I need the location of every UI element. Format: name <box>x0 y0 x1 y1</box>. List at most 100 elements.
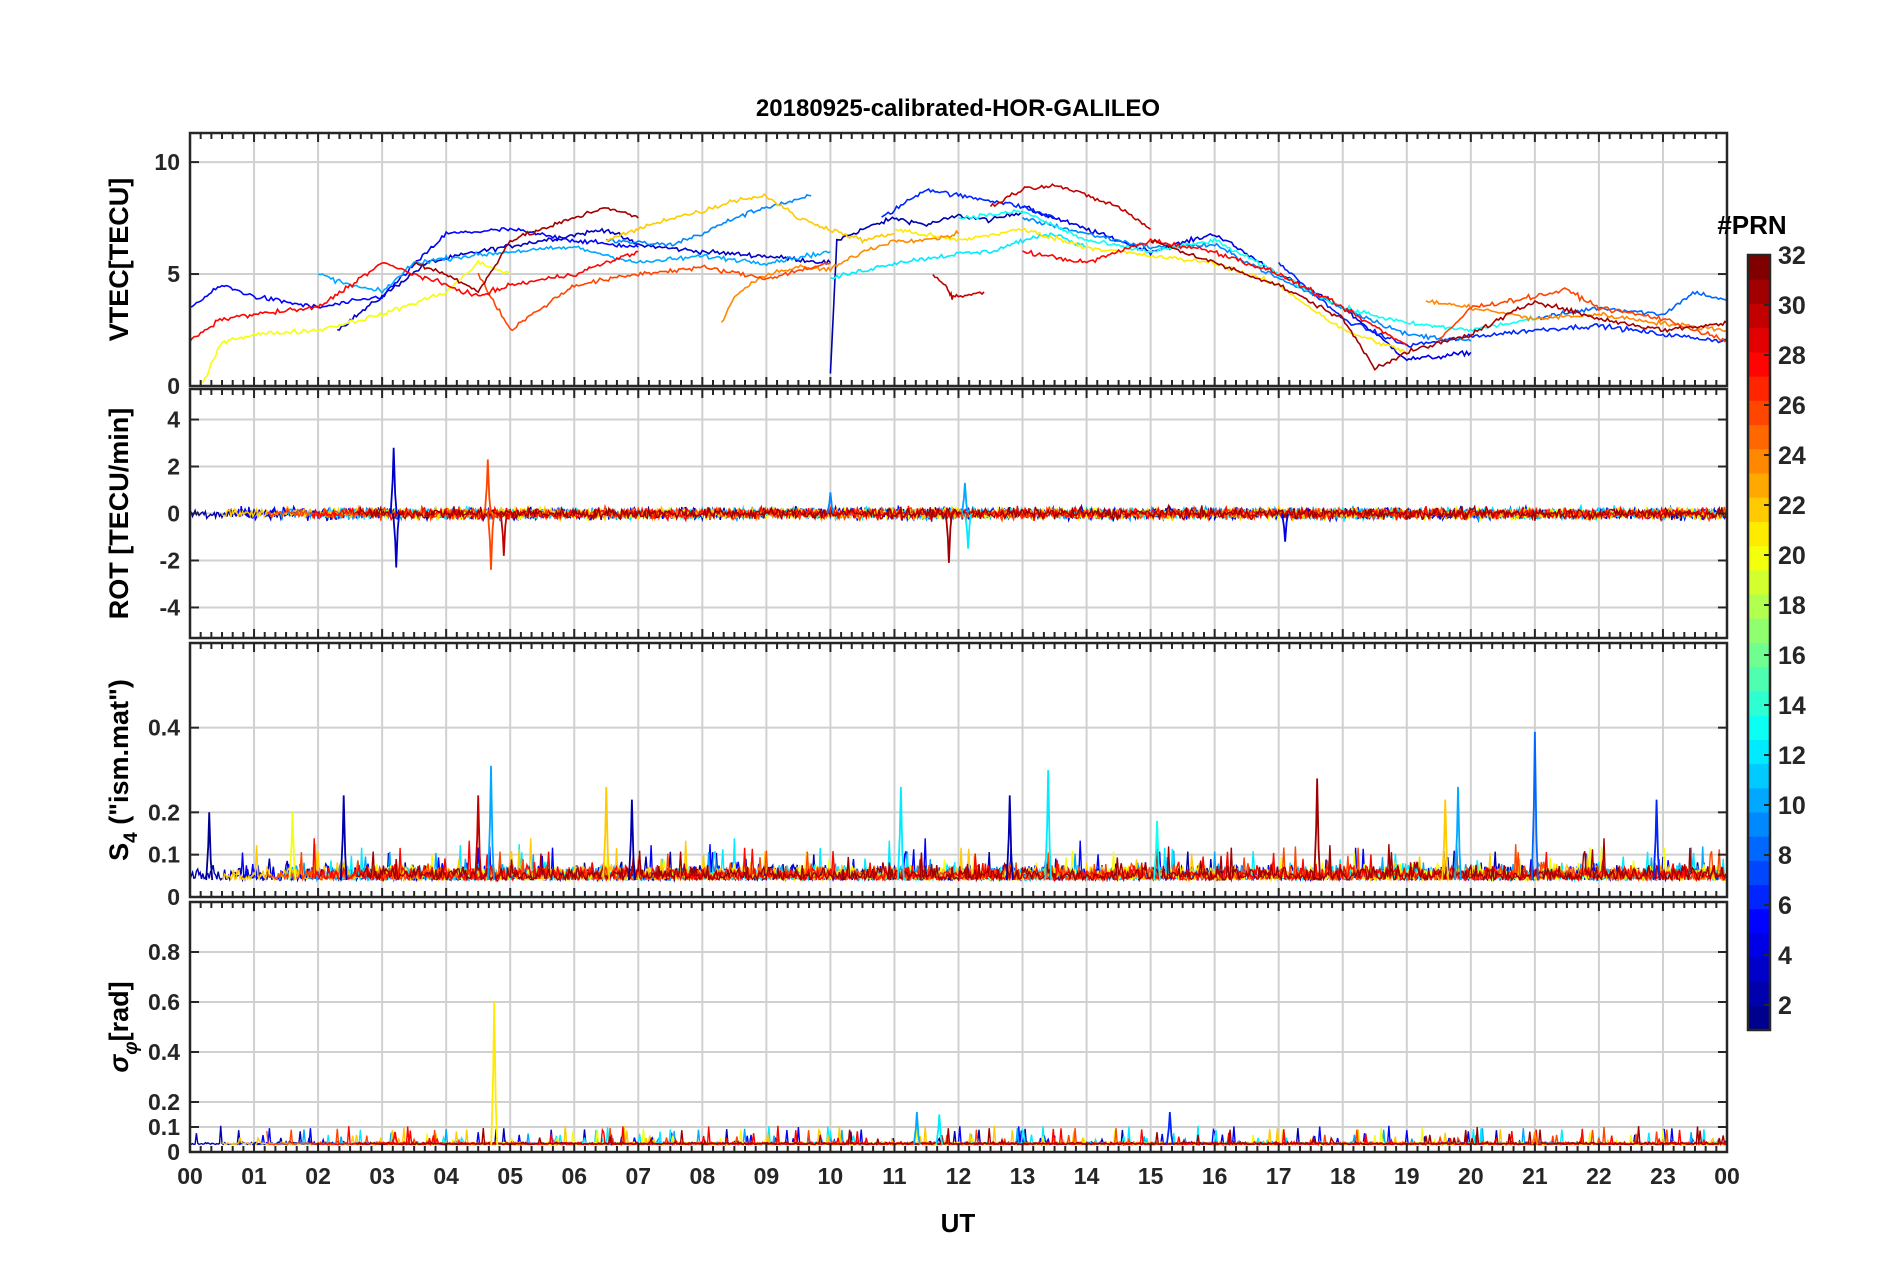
spike-prn-10 <box>912 1111 921 1145</box>
series-line-prn-5 <box>190 227 639 309</box>
x-ticks <box>189 902 1728 1152</box>
x-tick-label: 08 <box>690 1163 716 1189</box>
spike-prn-1 <box>205 812 214 881</box>
y-tick-label: 0.4 <box>148 1039 180 1065</box>
colorbar-swatch <box>1748 255 1770 280</box>
spike-prn-28 <box>391 1131 399 1145</box>
colorbar-swatch <box>1748 860 1770 886</box>
figure-title: 20180925-calibrated-HOR-GALILEO <box>756 95 1160 122</box>
panel-rot: -4 -2 0 2 4 ROT [TECU/min] <box>104 387 1729 640</box>
series-lines <box>190 447 1727 570</box>
series-line-prn-31 <box>1150 238 1727 371</box>
colorbar-swatch <box>1748 763 1770 789</box>
colorbar-swatch <box>1748 303 1770 329</box>
series-lines <box>190 731 1727 883</box>
spike-prn-3 <box>392 513 401 568</box>
colorbar-swatch <box>1748 279 1770 304</box>
colorbar-swatch <box>1748 448 1770 474</box>
colorbar-swatch <box>1748 545 1770 571</box>
colorbar-swatch <box>1748 957 1770 983</box>
x-tick-label: 01 <box>241 1163 267 1189</box>
spike-prn-8 <box>1530 731 1539 881</box>
colorbar-tick-label: 18 <box>1778 592 1806 620</box>
colorbar-tick-label: 14 <box>1778 692 1806 720</box>
y-tick-label: 0.1 <box>148 842 180 868</box>
series-line-prn-31 <box>356 838 1727 883</box>
x-tick-label: 14 <box>1074 1163 1100 1189</box>
x-ticks <box>189 389 1728 638</box>
colorbar-tick-label: 24 <box>1778 442 1806 470</box>
y-tick-label: 0 <box>167 1139 180 1165</box>
series-line-prn-13 <box>958 208 1536 333</box>
x-tick-label: 00 <box>177 1163 203 1189</box>
colorbar-tick-label: 26 <box>1778 392 1806 420</box>
colorbar-swatch <box>1748 739 1770 765</box>
x-tick-label: 13 <box>1010 1163 1036 1189</box>
spike-prn-12 <box>964 513 972 549</box>
panel-s4: 0 0.1 0.2 0.4S4 ("ism.mat") <box>104 641 1729 910</box>
series-line-prn-12 <box>830 232 1087 280</box>
y-axis-label-sigma_phi: σφ[rad] <box>104 981 142 1072</box>
y-tick-label: 0.8 <box>148 939 180 965</box>
spike-prn-9 <box>826 492 835 514</box>
x-tick-label: 02 <box>305 1163 331 1189</box>
y-tick-label: 0.4 <box>148 715 180 741</box>
colorbar-swatch <box>1748 569 1770 595</box>
spike-prn-10 <box>1454 786 1462 881</box>
colorbar-swatch <box>1748 836 1770 861</box>
x-tick-label: 03 <box>369 1163 395 1189</box>
spike-prn-22 <box>1441 799 1450 881</box>
series-line-prn-28 <box>311 504 1727 523</box>
colorbar-swatch <box>1748 884 1770 910</box>
x-tick-label: 17 <box>1266 1163 1292 1189</box>
spike-prn-6 <box>1165 1111 1174 1145</box>
colorbar-swatch <box>1748 376 1770 401</box>
x-tick-label: 19 <box>1394 1163 1420 1189</box>
colorbar-swatch <box>1748 690 1770 716</box>
colorbar-swatch <box>1748 327 1770 353</box>
y-tick-label: 0.2 <box>148 799 180 825</box>
series-line-prn-6 <box>881 188 1056 219</box>
y-tick-labels: 0 0.1 0.2 0.4 <box>148 715 1727 910</box>
colorbar-tick-label: 32 <box>1778 242 1806 270</box>
series-line-prn-22 <box>606 193 895 245</box>
colorbar-tick-label: 20 <box>1778 542 1806 570</box>
colorbar-swatch <box>1748 424 1770 450</box>
spike-prn-2 <box>339 795 348 881</box>
x-tick-labels: 00 01 02 03 04 05 06 07 08 09 10 11 12 13 14 15 16 17 18 19… <box>177 1163 1740 1189</box>
colorbar-swatch <box>1748 981 1770 1007</box>
colorbar-tick-label: 30 <box>1778 292 1806 320</box>
x-tick-label: 22 <box>1586 1163 1612 1189</box>
colorbar-swatch <box>1748 400 1770 426</box>
colorbar-swatch <box>1748 1005 1770 1031</box>
series-line-prn-6 <box>1278 261 1727 348</box>
spike-prn-26 <box>483 459 492 514</box>
series-line-prn-30 <box>989 183 1152 230</box>
colorbar-swatch <box>1748 812 1770 837</box>
spike-prn-12 <box>896 786 905 881</box>
colorbar-tick-label: 28 <box>1778 342 1806 370</box>
spike-prn-2 <box>1005 795 1014 881</box>
colorbar-tick-label: 16 <box>1778 642 1806 670</box>
colorbar-swatch <box>1748 618 1770 643</box>
x-tick-label: 07 <box>625 1163 651 1189</box>
y-tick-label: -2 <box>160 547 180 573</box>
spike-prn-3 <box>389 447 398 514</box>
spike-prn-31 <box>1313 778 1322 881</box>
y-tick-label: 2 <box>167 454 180 480</box>
colorbar-swatch <box>1748 715 1770 740</box>
series-line-prn-3 <box>337 227 832 331</box>
x-tick-label: 12 <box>946 1163 972 1189</box>
x-tick-label: 16 <box>1202 1163 1228 1189</box>
y-tick-labels: 0 5 10 <box>154 149 1727 399</box>
series-line-prn-31 <box>413 206 639 294</box>
x-axis-label: UT <box>941 1208 976 1238</box>
spike-prn-4 <box>1281 513 1289 542</box>
colorbar-swatch <box>1748 933 1770 958</box>
colorbar-tick-label: 8 <box>1778 842 1792 870</box>
series-line-prn-4 <box>1022 205 1472 362</box>
colorbar-swatch <box>1748 642 1770 668</box>
series-lines <box>190 183 1727 384</box>
